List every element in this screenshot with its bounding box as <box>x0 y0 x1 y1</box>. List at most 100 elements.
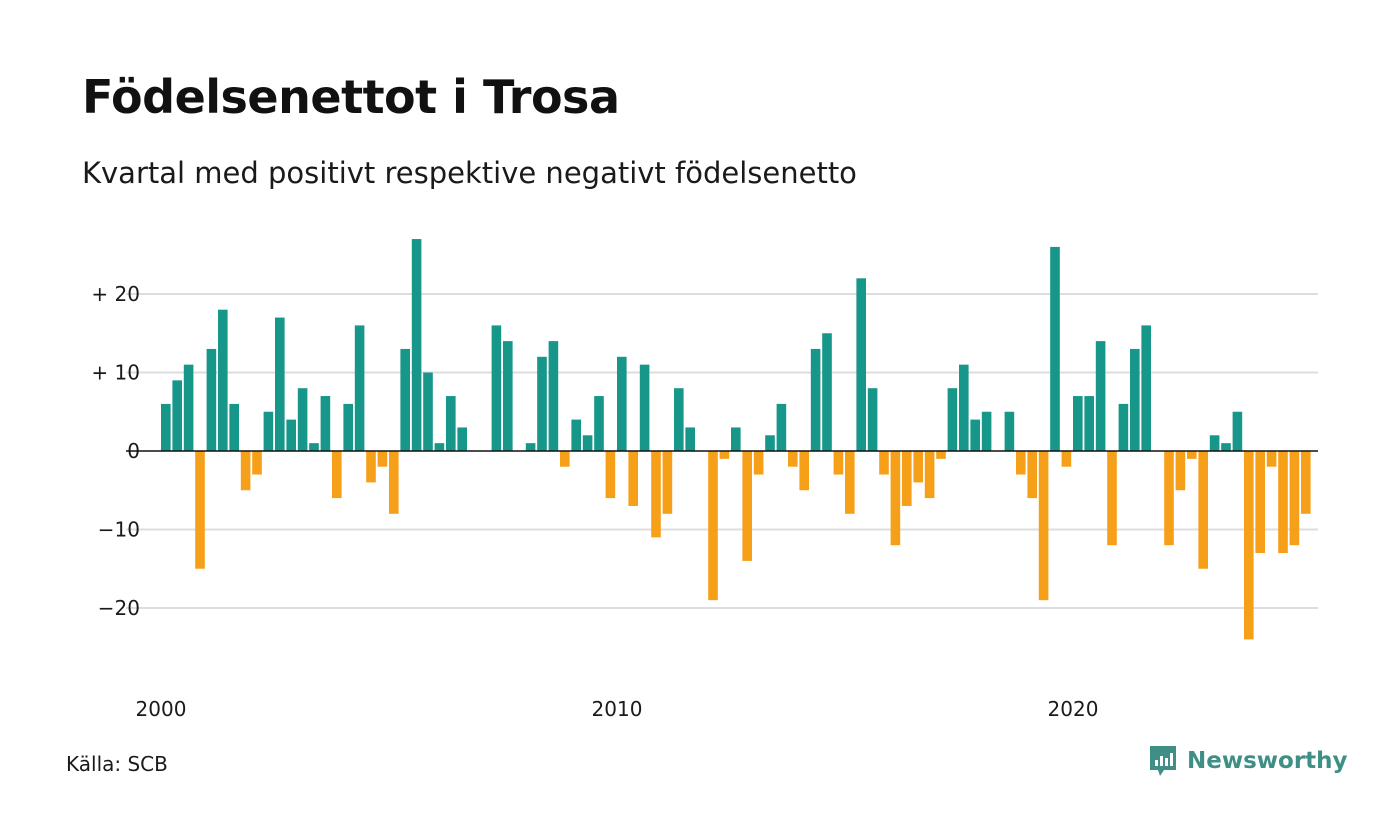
bar-positive <box>822 333 832 451</box>
bar-positive <box>320 396 331 451</box>
bar-negative <box>890 451 901 546</box>
bar-positive <box>674 388 684 451</box>
bar-negative <box>1038 451 1049 601</box>
bar-positive <box>548 341 559 451</box>
bar-positive <box>172 380 182 451</box>
bar-positive <box>457 427 467 451</box>
bar-negative <box>1289 451 1300 546</box>
bar-positive <box>594 396 604 451</box>
bar-positive <box>343 403 353 451</box>
bar-positive <box>1209 435 1220 451</box>
bar-negative <box>1301 451 1311 514</box>
bar-positive <box>639 364 650 451</box>
bar-negative <box>708 451 718 601</box>
brand-name: Newsworthy <box>1187 748 1348 774</box>
bar-negative <box>1107 451 1117 546</box>
bar-positive <box>959 364 969 451</box>
bar-positive <box>297 388 308 451</box>
bar-positive <box>1084 396 1094 451</box>
chart-subtitle: Kvartal med positivt respektive negativt… <box>82 156 857 190</box>
bar-positive <box>776 403 787 451</box>
bar-positive <box>286 419 296 451</box>
bar-positive <box>970 419 980 451</box>
bar-positive <box>1050 246 1060 451</box>
bar-negative <box>560 451 570 467</box>
bar-positive <box>1232 411 1243 451</box>
bar-positive <box>867 388 878 451</box>
bar-positive <box>731 427 741 451</box>
bar-negative <box>628 451 638 506</box>
bar-positive <box>1141 325 1151 451</box>
bar-negative <box>1175 451 1186 491</box>
bar-negative <box>742 451 752 561</box>
bar-positive <box>947 388 958 451</box>
bar-negative <box>1164 451 1174 546</box>
bar-positive <box>275 317 285 451</box>
y-tick-label: + 20 <box>91 282 140 306</box>
bar-negative <box>936 451 946 459</box>
bar-negative <box>719 451 730 459</box>
bar-positive <box>525 443 536 451</box>
bar-negative <box>605 451 616 499</box>
bar-positive <box>411 239 422 451</box>
bar-negative <box>1061 451 1072 467</box>
bar-negative <box>845 451 855 514</box>
x-tick-label: 2020 <box>1048 697 1099 721</box>
bar-negative <box>195 451 205 569</box>
bar-positive <box>183 364 194 451</box>
y-axis-labels: + 20+ 100−10−20 <box>91 282 140 620</box>
gridlines <box>126 293 1318 609</box>
bar-positive <box>537 356 547 451</box>
bar-positive <box>1095 341 1106 451</box>
bar-positive <box>491 325 502 451</box>
bar-negative <box>902 451 912 506</box>
bar-negative <box>332 451 342 499</box>
bar-negative <box>879 451 889 475</box>
bars <box>161 239 1311 640</box>
x-tick-label: 2010 <box>592 697 643 721</box>
bar-negative <box>1244 451 1254 640</box>
bar-negative <box>377 451 388 467</box>
bar-negative <box>913 451 923 483</box>
y-tick-label: −20 <box>98 596 140 620</box>
bar-positive <box>400 348 410 451</box>
bar-positive <box>309 443 319 451</box>
bar-positive <box>1130 348 1140 451</box>
bar-positive <box>1221 443 1231 451</box>
bar-positive <box>354 325 365 451</box>
bar-positive <box>218 309 228 451</box>
bar-positive <box>206 348 217 451</box>
bar-positive <box>1118 403 1129 451</box>
bar-positive <box>446 396 456 451</box>
bar-negative <box>1266 451 1277 467</box>
bar-negative <box>924 451 935 499</box>
bar-negative <box>662 451 673 514</box>
bar-negative <box>799 451 809 491</box>
bar-negative <box>1278 451 1288 554</box>
bar-positive <box>423 372 433 451</box>
bar-positive <box>1004 411 1015 451</box>
bar-negative <box>833 451 844 475</box>
bar-negative <box>651 451 661 538</box>
chart-title: Födelsenettot i Trosa <box>82 70 620 124</box>
bar-positive <box>229 403 239 451</box>
bar-negative <box>1027 451 1037 499</box>
bar-negative <box>240 451 251 491</box>
bar-negative <box>753 451 764 475</box>
bar-negative <box>366 451 376 483</box>
bar-positive <box>810 348 821 451</box>
newsworthy-logo[interactable]: Newsworthy <box>1148 744 1348 778</box>
bar-positive <box>503 341 513 451</box>
bar-positive <box>981 411 992 451</box>
bar-positive <box>571 419 581 451</box>
bar-positive <box>685 427 695 451</box>
y-tick-label: −10 <box>98 518 140 542</box>
newsworthy-logo-icon <box>1150 746 1176 776</box>
bar-positive <box>434 443 445 451</box>
bar-positive <box>617 356 627 451</box>
bar-positive <box>161 403 171 451</box>
bar-positive <box>1073 396 1083 451</box>
x-tick-label: 2000 <box>136 697 187 721</box>
y-tick-label: + 10 <box>91 361 140 385</box>
